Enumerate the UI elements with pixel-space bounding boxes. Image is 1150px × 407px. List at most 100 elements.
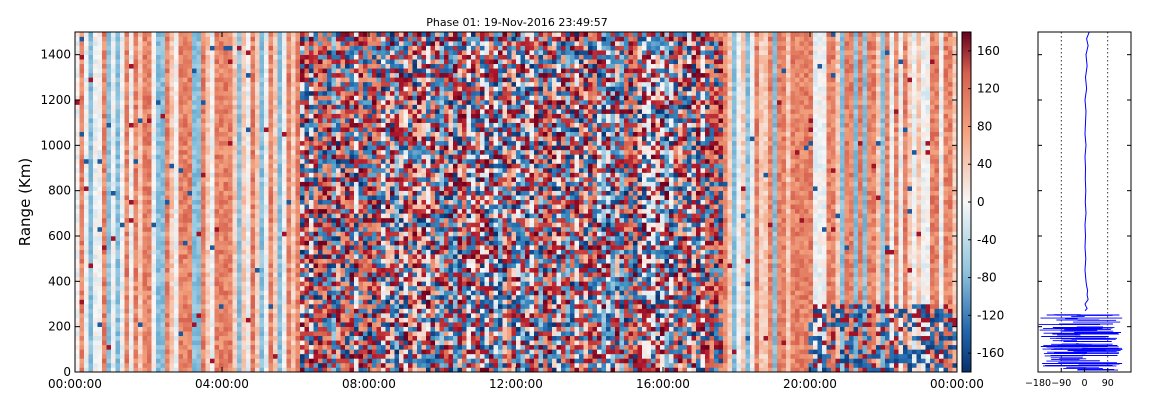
heatmap-cell xyxy=(88,362,94,368)
heatmap-cell xyxy=(327,217,332,223)
heatmap-cell xyxy=(169,199,175,205)
heatmap-cell xyxy=(345,59,350,65)
heatmap-cell xyxy=(322,304,328,309)
heatmap-cell xyxy=(115,353,121,359)
heatmap-cell xyxy=(115,304,121,309)
heatmap-cell xyxy=(174,118,179,123)
heatmap-cell xyxy=(79,304,85,309)
heatmap-cell xyxy=(282,263,287,269)
heatmap-cell xyxy=(169,226,175,232)
heatmap-cell xyxy=(255,358,260,364)
heatmap-cell xyxy=(322,299,328,305)
heatmap-cell xyxy=(102,63,107,69)
heatmap-cell xyxy=(322,45,328,51)
heatmap-cell xyxy=(120,362,125,368)
heatmap-cell xyxy=(165,32,170,37)
heatmap-cell xyxy=(142,335,148,341)
heatmap-cell xyxy=(223,276,229,282)
heatmap-cell xyxy=(318,213,323,219)
heatmap-cell xyxy=(214,190,220,196)
heatmap-cell xyxy=(277,54,283,60)
heatmap-cell xyxy=(241,158,247,164)
heatmap-cell xyxy=(102,222,107,228)
heatmap-cell xyxy=(304,294,310,300)
heatmap-cell xyxy=(75,208,80,214)
heatmap-cell xyxy=(264,299,269,305)
heatmap-cell xyxy=(151,340,157,346)
heatmap-cell xyxy=(214,294,220,300)
heatmap-cell xyxy=(93,249,98,255)
heatmap-cell xyxy=(165,335,170,341)
heatmap-cell xyxy=(340,168,346,173)
heatmap-cell xyxy=(97,362,103,368)
heatmap-cell xyxy=(142,131,148,137)
heatmap-cell xyxy=(75,100,80,105)
heatmap-cell xyxy=(84,344,89,350)
heatmap-cell xyxy=(286,353,292,359)
heatmap-cell xyxy=(124,322,130,327)
heatmap-cell xyxy=(286,240,292,246)
heatmap-cell xyxy=(165,45,170,51)
heatmap-cell xyxy=(111,236,116,241)
heatmap-cell xyxy=(354,226,359,232)
heatmap-cell xyxy=(336,222,341,228)
heatmap-cell xyxy=(210,86,215,92)
heatmap-cell xyxy=(246,100,251,105)
heatmap-cell xyxy=(223,59,229,65)
heatmap-cell xyxy=(138,358,143,364)
heatmap-cell xyxy=(232,54,238,60)
heatmap-cell xyxy=(129,90,134,96)
heatmap-cell xyxy=(304,344,310,350)
heatmap-cell xyxy=(210,249,215,255)
heatmap-cell xyxy=(313,245,319,250)
heatmap-cell xyxy=(205,163,211,169)
heatmap-cell xyxy=(196,199,202,205)
heatmap-cell xyxy=(241,36,247,42)
heatmap-cell xyxy=(309,335,314,341)
heatmap-cell xyxy=(273,276,278,282)
heatmap-cell xyxy=(340,100,346,105)
heatmap-cell xyxy=(255,199,260,205)
heatmap-cell xyxy=(79,72,85,78)
heatmap-cell xyxy=(322,140,328,146)
heatmap-cell xyxy=(156,50,161,55)
heatmap-cell xyxy=(358,231,364,237)
heatmap-cell xyxy=(205,109,211,114)
heatmap-cell xyxy=(97,317,103,323)
heatmap-cell xyxy=(250,177,256,182)
heatmap-cell xyxy=(318,358,323,364)
heatmap-cell xyxy=(156,81,161,87)
heatmap-cell xyxy=(259,263,265,269)
heatmap-cell xyxy=(156,335,161,341)
heatmap-cell xyxy=(187,299,193,305)
heatmap-cell xyxy=(151,249,157,255)
heatmap-cell xyxy=(277,190,283,196)
heatmap-cell xyxy=(196,158,202,164)
heatmap-cell xyxy=(363,285,368,291)
heatmap-cell xyxy=(232,36,238,42)
heatmap-cell xyxy=(237,208,242,214)
heatmap-cell xyxy=(129,86,134,92)
heatmap-cell xyxy=(84,145,89,151)
heatmap-cell xyxy=(246,68,251,74)
heatmap-cell xyxy=(192,240,197,246)
heatmap-cell xyxy=(201,281,206,287)
heatmap-cell xyxy=(102,276,107,282)
heatmap-cell xyxy=(133,249,139,255)
heatmap-cell xyxy=(286,272,292,278)
heatmap-cell xyxy=(169,149,175,155)
heatmap-cell xyxy=(345,254,350,259)
heatmap-cell xyxy=(97,208,103,214)
heatmap-cell xyxy=(97,77,103,83)
heatmap-cell xyxy=(151,263,157,269)
heatmap-cell xyxy=(165,267,170,273)
heatmap-cell xyxy=(273,254,278,259)
heatmap-cell xyxy=(331,158,337,164)
heatmap-cell xyxy=(129,331,134,337)
heatmap-cell xyxy=(241,317,247,323)
heatmap-cell xyxy=(291,276,296,282)
heatmap-cell xyxy=(174,367,179,373)
heatmap-cell xyxy=(232,258,238,264)
heatmap-cell xyxy=(327,344,332,350)
heatmap-cell xyxy=(201,322,206,327)
